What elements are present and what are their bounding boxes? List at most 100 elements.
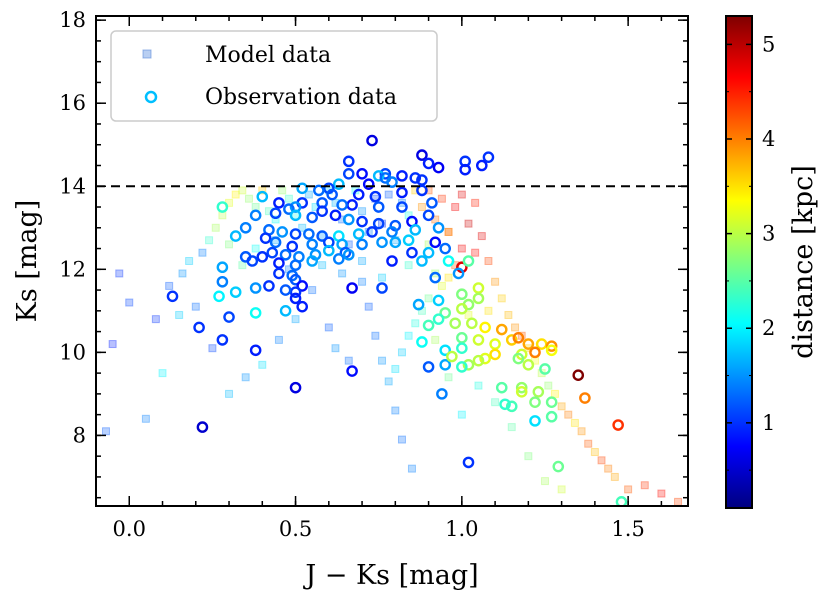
- observation-data-point: [323, 244, 335, 257]
- observation-data-point: [396, 201, 408, 213]
- model-data-point: [451, 203, 460, 212]
- colorbar-tick-label: 2: [762, 316, 775, 340]
- model-data-point: [407, 464, 416, 473]
- model-data-point: [491, 398, 500, 407]
- model-data-point: [185, 257, 194, 265]
- observation-data-point: [422, 319, 435, 332]
- observation-data-point: [229, 286, 242, 298]
- model-data-point: [507, 423, 516, 432]
- colorbar-frame: [725, 15, 753, 509]
- y-tick-label: 12: [59, 257, 86, 281]
- observation-data-point: [499, 398, 511, 411]
- observation-data-point: [166, 290, 179, 303]
- observation-data-point: [342, 248, 355, 261]
- observation-data-point: [239, 221, 252, 234]
- y-tick-label: 18: [59, 8, 86, 32]
- observation-data-point: [223, 311, 235, 323]
- observation-data-point: [416, 184, 428, 197]
- observation-data-point: [256, 251, 269, 263]
- model-data-point: [331, 344, 340, 353]
- model-data-point: [238, 186, 247, 195]
- observation-data-point: [362, 178, 375, 190]
- observation-data-point: [432, 294, 445, 307]
- observation-data-point: [376, 236, 388, 249]
- colorbar-gradient: [726, 16, 752, 508]
- model-data-point: [218, 211, 227, 220]
- model-data-point: [577, 427, 586, 436]
- observation-data-point: [532, 386, 545, 398]
- observation-data-point: [579, 392, 591, 404]
- observation-data-point: [286, 240, 299, 253]
- observation-data-point: [256, 190, 269, 203]
- model-data-point: [274, 335, 283, 344]
- observation-data-point: [545, 410, 558, 423]
- observation-data-point: [615, 496, 628, 506]
- observation-data-point: [326, 188, 338, 201]
- observation-data-point: [276, 226, 289, 238]
- observation-data-point: [466, 317, 478, 330]
- x-tick-label: 1.0: [445, 517, 478, 541]
- model-data-point: [437, 194, 446, 203]
- observation-data-point: [216, 201, 229, 213]
- model-data-point: [358, 277, 367, 286]
- observation-data-point: [489, 348, 501, 361]
- observation-data-point: [456, 342, 468, 355]
- observation-data-point: [472, 354, 485, 367]
- model-data-point: [477, 232, 486, 241]
- observation-data-point: [462, 359, 475, 371]
- observation-data-point: [472, 292, 485, 305]
- model-data-point: [308, 286, 317, 295]
- model-data-point: [384, 377, 393, 386]
- y-tick-label: 10: [59, 340, 86, 364]
- model-data-point: [225, 240, 234, 249]
- observation-data-point: [422, 209, 435, 222]
- model-data-point: [258, 360, 267, 369]
- observation-data-point: [439, 307, 452, 319]
- observation-data-point: [249, 209, 262, 222]
- observation-data-point: [229, 230, 242, 242]
- observation-data-point: [342, 167, 355, 180]
- observation-data-point: [332, 253, 345, 265]
- model-data-point: [278, 186, 287, 195]
- observation-data-point: [366, 134, 378, 147]
- model-data-point: [557, 402, 566, 411]
- observation-data-point: [249, 282, 262, 294]
- observation-data-point: [269, 236, 282, 249]
- model-data-point: [158, 369, 167, 378]
- observation-data-point: [379, 167, 392, 180]
- observation-data-point: [316, 230, 328, 242]
- observation-data-point: [352, 188, 365, 201]
- model-data-point: [125, 298, 134, 307]
- observation-data-point: [422, 361, 435, 373]
- model-data-point: [444, 227, 453, 236]
- observation-data-point: [313, 184, 325, 197]
- model-data-point: [491, 277, 500, 286]
- model-data-point: [417, 203, 426, 212]
- observation-data-point: [336, 199, 348, 211]
- observation-data-point: [529, 396, 541, 408]
- legend-label-observation: Observation data: [205, 85, 397, 110]
- observation-data-point: [522, 359, 535, 371]
- model-data-point: [657, 489, 666, 498]
- observation-data-point: [529, 346, 541, 359]
- model-data-point: [557, 485, 566, 494]
- observation-data-point: [216, 275, 229, 288]
- observation-data-point: [386, 226, 398, 238]
- x-axis-label: J − Ks [mag]: [302, 560, 478, 591]
- legend-label-model: Model data: [205, 43, 331, 68]
- model-data-point: [101, 427, 110, 436]
- observation-data-point: [266, 246, 279, 259]
- colorbar: 1 2 3 4 5 distance [kpc]: [725, 15, 819, 509]
- x-axis-tick-labels: 0.0 0.5 1.0 1.5: [113, 517, 645, 541]
- observation-data-point: [612, 419, 624, 431]
- model-data-point: [344, 240, 353, 249]
- observation-data-point: [389, 236, 402, 249]
- observation-data-point: [342, 155, 355, 168]
- observation-data-point: [303, 228, 315, 240]
- observation-data-point: [402, 234, 415, 247]
- model-data-point: [584, 439, 593, 448]
- model-data-point: [338, 269, 347, 278]
- model-data-point: [484, 306, 493, 315]
- observation-data-point: [456, 302, 468, 315]
